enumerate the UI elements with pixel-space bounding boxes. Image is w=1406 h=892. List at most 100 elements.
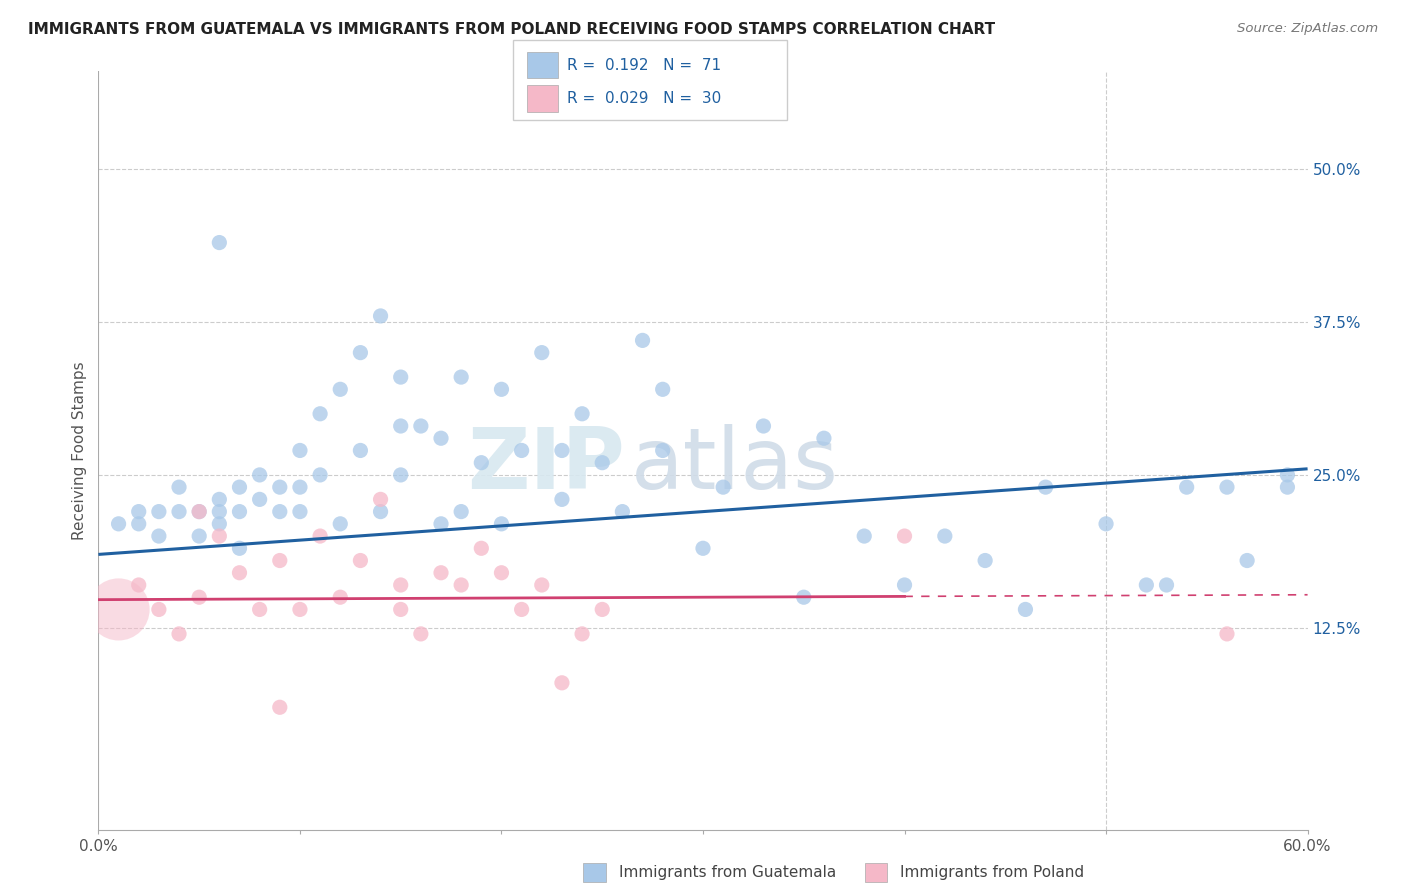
Point: [551, 675, 574, 690]
Point: [571, 627, 593, 641]
Point: [591, 456, 613, 470]
Point: [612, 505, 634, 519]
Point: [1095, 516, 1118, 531]
Point: [288, 602, 311, 616]
Point: [370, 309, 392, 323]
Point: [470, 541, 492, 556]
Text: R =  0.192   N =  71: R = 0.192 N = 71: [567, 58, 721, 72]
Point: [208, 516, 231, 531]
Point: [631, 334, 654, 348]
Point: [1175, 480, 1198, 494]
Point: [349, 553, 371, 567]
Point: [329, 591, 352, 605]
Point: [370, 505, 392, 519]
Point: [752, 419, 775, 434]
Point: [167, 480, 190, 494]
Point: [591, 602, 613, 616]
Point: [188, 591, 211, 605]
Point: [430, 516, 453, 531]
Point: [148, 505, 170, 519]
Point: [651, 443, 673, 458]
Point: [349, 443, 371, 458]
Point: [249, 492, 271, 507]
Point: [208, 505, 231, 519]
Point: [208, 492, 231, 507]
Point: [128, 516, 150, 531]
Point: [107, 602, 129, 616]
Text: atlas: atlas: [630, 424, 838, 508]
Point: [711, 480, 734, 494]
Point: [389, 602, 412, 616]
Point: [228, 505, 250, 519]
Point: [389, 578, 412, 592]
Point: [491, 516, 513, 531]
Point: [491, 566, 513, 580]
Point: [430, 566, 453, 580]
Point: [249, 467, 271, 482]
Point: [409, 627, 432, 641]
Point: [188, 505, 211, 519]
Point: [1216, 480, 1239, 494]
Point: [510, 443, 533, 458]
Point: [329, 382, 352, 396]
Point: [530, 345, 553, 359]
Point: [1035, 480, 1057, 494]
Point: [309, 529, 332, 543]
Point: [370, 492, 392, 507]
Text: ZIP: ZIP: [467, 424, 624, 508]
Point: [309, 467, 332, 482]
Point: [128, 578, 150, 592]
Point: [288, 443, 311, 458]
Point: [208, 235, 231, 250]
Point: [934, 529, 956, 543]
Text: Immigrants from Guatemala: Immigrants from Guatemala: [619, 865, 837, 880]
Y-axis label: Receiving Food Stamps: Receiving Food Stamps: [72, 361, 87, 540]
Point: [551, 443, 574, 458]
Point: [249, 602, 271, 616]
Point: [389, 467, 412, 482]
Point: [228, 566, 250, 580]
Point: [148, 529, 170, 543]
Point: [167, 505, 190, 519]
Point: [1014, 602, 1036, 616]
Point: [491, 382, 513, 396]
Point: [288, 480, 311, 494]
Point: [167, 627, 190, 641]
Point: [1236, 553, 1258, 567]
Point: [329, 516, 352, 531]
Point: [269, 700, 291, 714]
Point: [1156, 578, 1178, 592]
Point: [389, 370, 412, 384]
Point: [389, 419, 412, 434]
Point: [349, 345, 371, 359]
Point: [470, 456, 492, 470]
Point: [228, 480, 250, 494]
Point: [974, 553, 997, 567]
Point: [148, 602, 170, 616]
Point: [188, 505, 211, 519]
Point: [188, 529, 211, 543]
Point: [571, 407, 593, 421]
Text: IMMIGRANTS FROM GUATEMALA VS IMMIGRANTS FROM POLAND RECEIVING FOOD STAMPS CORREL: IMMIGRANTS FROM GUATEMALA VS IMMIGRANTS …: [28, 22, 995, 37]
Point: [450, 578, 472, 592]
Point: [793, 591, 815, 605]
Point: [651, 382, 673, 396]
Point: [551, 492, 574, 507]
Text: Immigrants from Poland: Immigrants from Poland: [900, 865, 1084, 880]
Point: [853, 529, 876, 543]
Point: [288, 505, 311, 519]
Point: [530, 578, 553, 592]
Point: [1216, 627, 1239, 641]
Point: [309, 407, 332, 421]
Point: [893, 578, 915, 592]
Point: [692, 541, 714, 556]
Point: [1277, 480, 1299, 494]
Text: R =  0.029   N =  30: R = 0.029 N = 30: [567, 91, 721, 105]
Point: [510, 602, 533, 616]
Point: [228, 541, 250, 556]
Point: [813, 431, 835, 445]
Point: [450, 370, 472, 384]
Point: [208, 529, 231, 543]
Point: [1277, 467, 1299, 482]
Point: [269, 505, 291, 519]
